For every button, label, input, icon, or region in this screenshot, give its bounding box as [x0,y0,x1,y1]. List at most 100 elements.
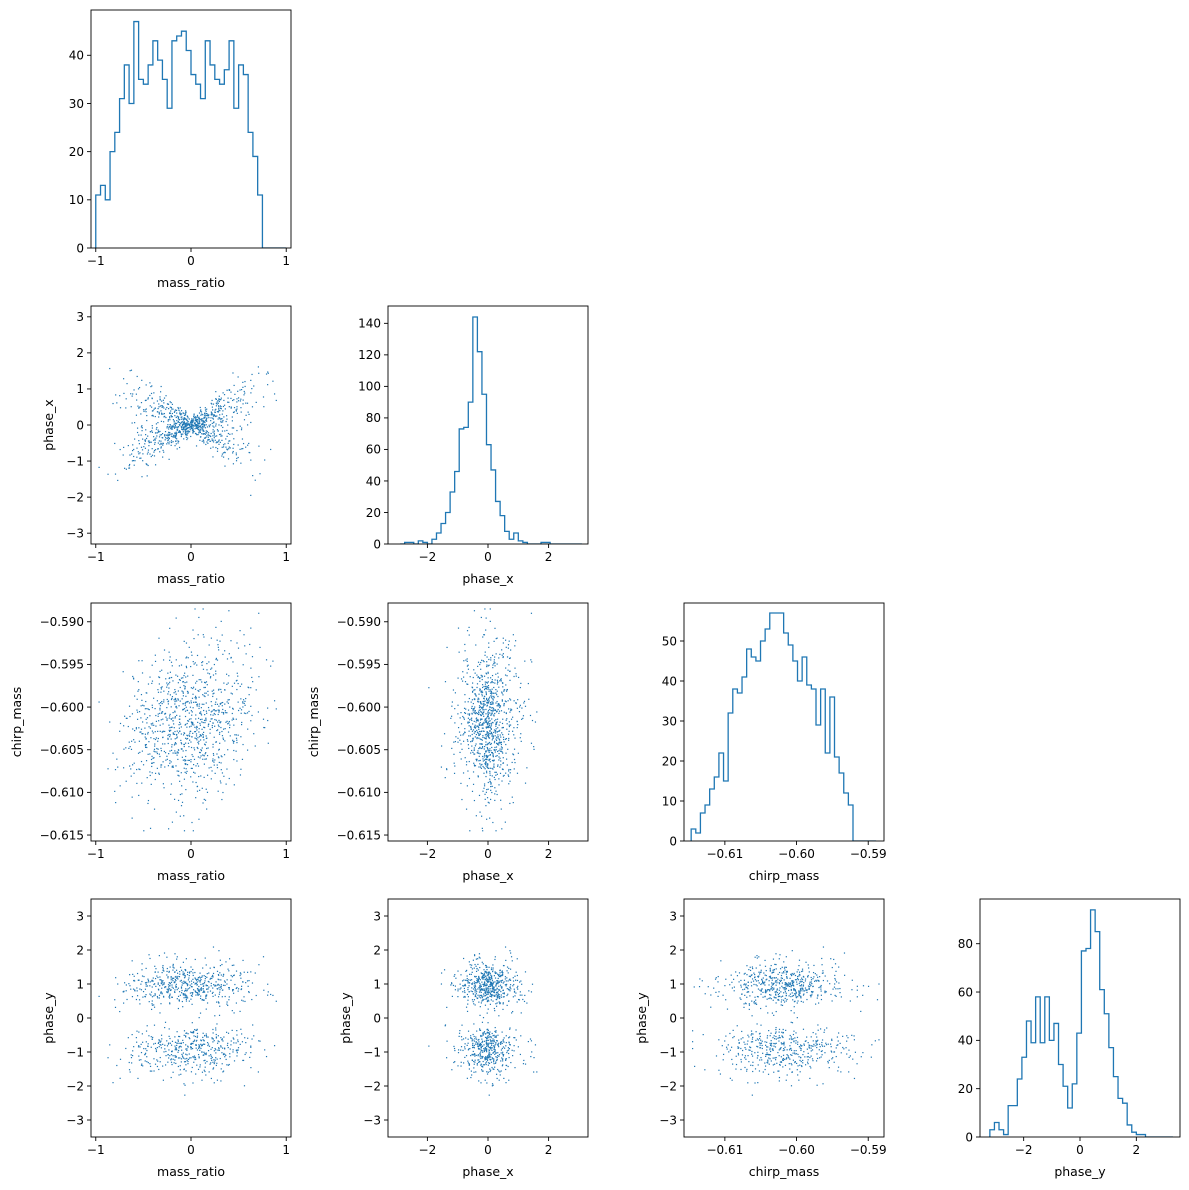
scatter-point [267,719,269,722]
scatter-point [220,408,222,410]
scatter-point [471,682,474,684]
scatter-point [485,965,487,967]
scatter-point [485,765,487,767]
scatter-point [471,964,473,966]
scatter-point [240,462,242,464]
scatter-point [169,750,171,752]
scatter-point [243,1085,246,1087]
scatter-point [187,427,189,430]
scatter-point [161,993,163,995]
scatter-point [170,414,172,417]
scatter-point [466,1010,469,1013]
scatter-point [191,1022,193,1024]
scatter-point [498,974,500,976]
scatter-point [232,1051,234,1053]
scatter-point [179,973,181,975]
scatter-point [150,1036,152,1038]
scatter-point [490,783,492,785]
scatter-point [211,718,213,720]
scatter-point [177,426,179,428]
scatter-point [219,972,221,974]
scatter-point [169,406,172,408]
scatter-point [198,707,200,710]
scatter-point [179,994,182,996]
scatter-point [237,390,239,392]
scatter-point [496,721,498,723]
scatter-point [158,773,160,775]
scatter-point [486,1061,488,1063]
scatter-point [491,703,494,705]
scatter-point [499,742,501,744]
scatter-point [246,749,249,751]
scatter-point [163,982,165,984]
scatter-point [192,693,194,695]
scatter-point [471,1074,473,1076]
scatter-point [136,698,138,700]
scatter-point [187,675,189,677]
scatter-point [142,764,145,766]
y-tick-label: 40 [69,49,84,63]
scatter-point [177,690,179,692]
scatter-point [181,981,183,983]
scatter-point [196,981,198,983]
scatter-point [243,971,245,973]
scatter-point [200,426,202,428]
scatter-point [229,447,231,449]
scatter-point [477,700,479,703]
y-tick-label: 2 [76,943,84,957]
scatter-point [224,1048,226,1050]
scatter-point [184,995,186,997]
scatter-point [486,997,488,999]
scatter-point [219,441,221,443]
scatter-point [490,742,492,745]
scatter-point [167,734,169,737]
scatter-point [212,995,214,998]
scatter-point [241,438,244,440]
scatter-point [468,1048,470,1050]
y-tick-label: 1 [76,977,84,991]
scatter-point [265,659,268,661]
scatter-point [172,966,174,968]
scatter-point [521,983,523,985]
scatter-point [202,694,204,696]
scatter-point [470,973,472,975]
scatter-point [515,675,517,677]
scatter-point [204,975,207,978]
scatter-point [232,452,234,454]
scatter-point [500,741,503,744]
scatter-point [167,976,169,978]
scatter-point [179,966,182,968]
scatter-point [168,753,170,755]
scatter-point [193,724,195,726]
scatter-point [124,715,126,717]
scatter-point [270,993,272,996]
scatter-point [155,437,157,439]
scatter-point [158,683,160,685]
scatter-point [187,426,190,429]
scatter-point [485,741,487,743]
scatter-point [150,758,153,761]
scatter-point [192,722,194,724]
scatter-point [272,380,274,382]
scatter-point [486,974,489,976]
scatter-point [233,749,235,752]
scatter-point [489,1046,491,1048]
scatter-point [177,442,179,444]
scatter-point [186,438,188,441]
scatter-points [428,946,538,1096]
scatter-point [255,994,257,997]
scatter-point [204,744,207,746]
scatter-point [473,762,475,764]
scatter-point [157,1060,159,1062]
scatter-point [132,675,134,678]
scatter-point [130,988,132,990]
scatter-point [227,723,229,725]
scatter-point [200,409,202,411]
scatter-point [231,1010,233,1012]
scatter-point [161,711,163,713]
scatter-point [174,426,176,428]
scatter-point [252,1024,254,1026]
scatter-point [212,1061,214,1063]
scatter-point [176,733,178,736]
scatter-point [514,1037,516,1039]
